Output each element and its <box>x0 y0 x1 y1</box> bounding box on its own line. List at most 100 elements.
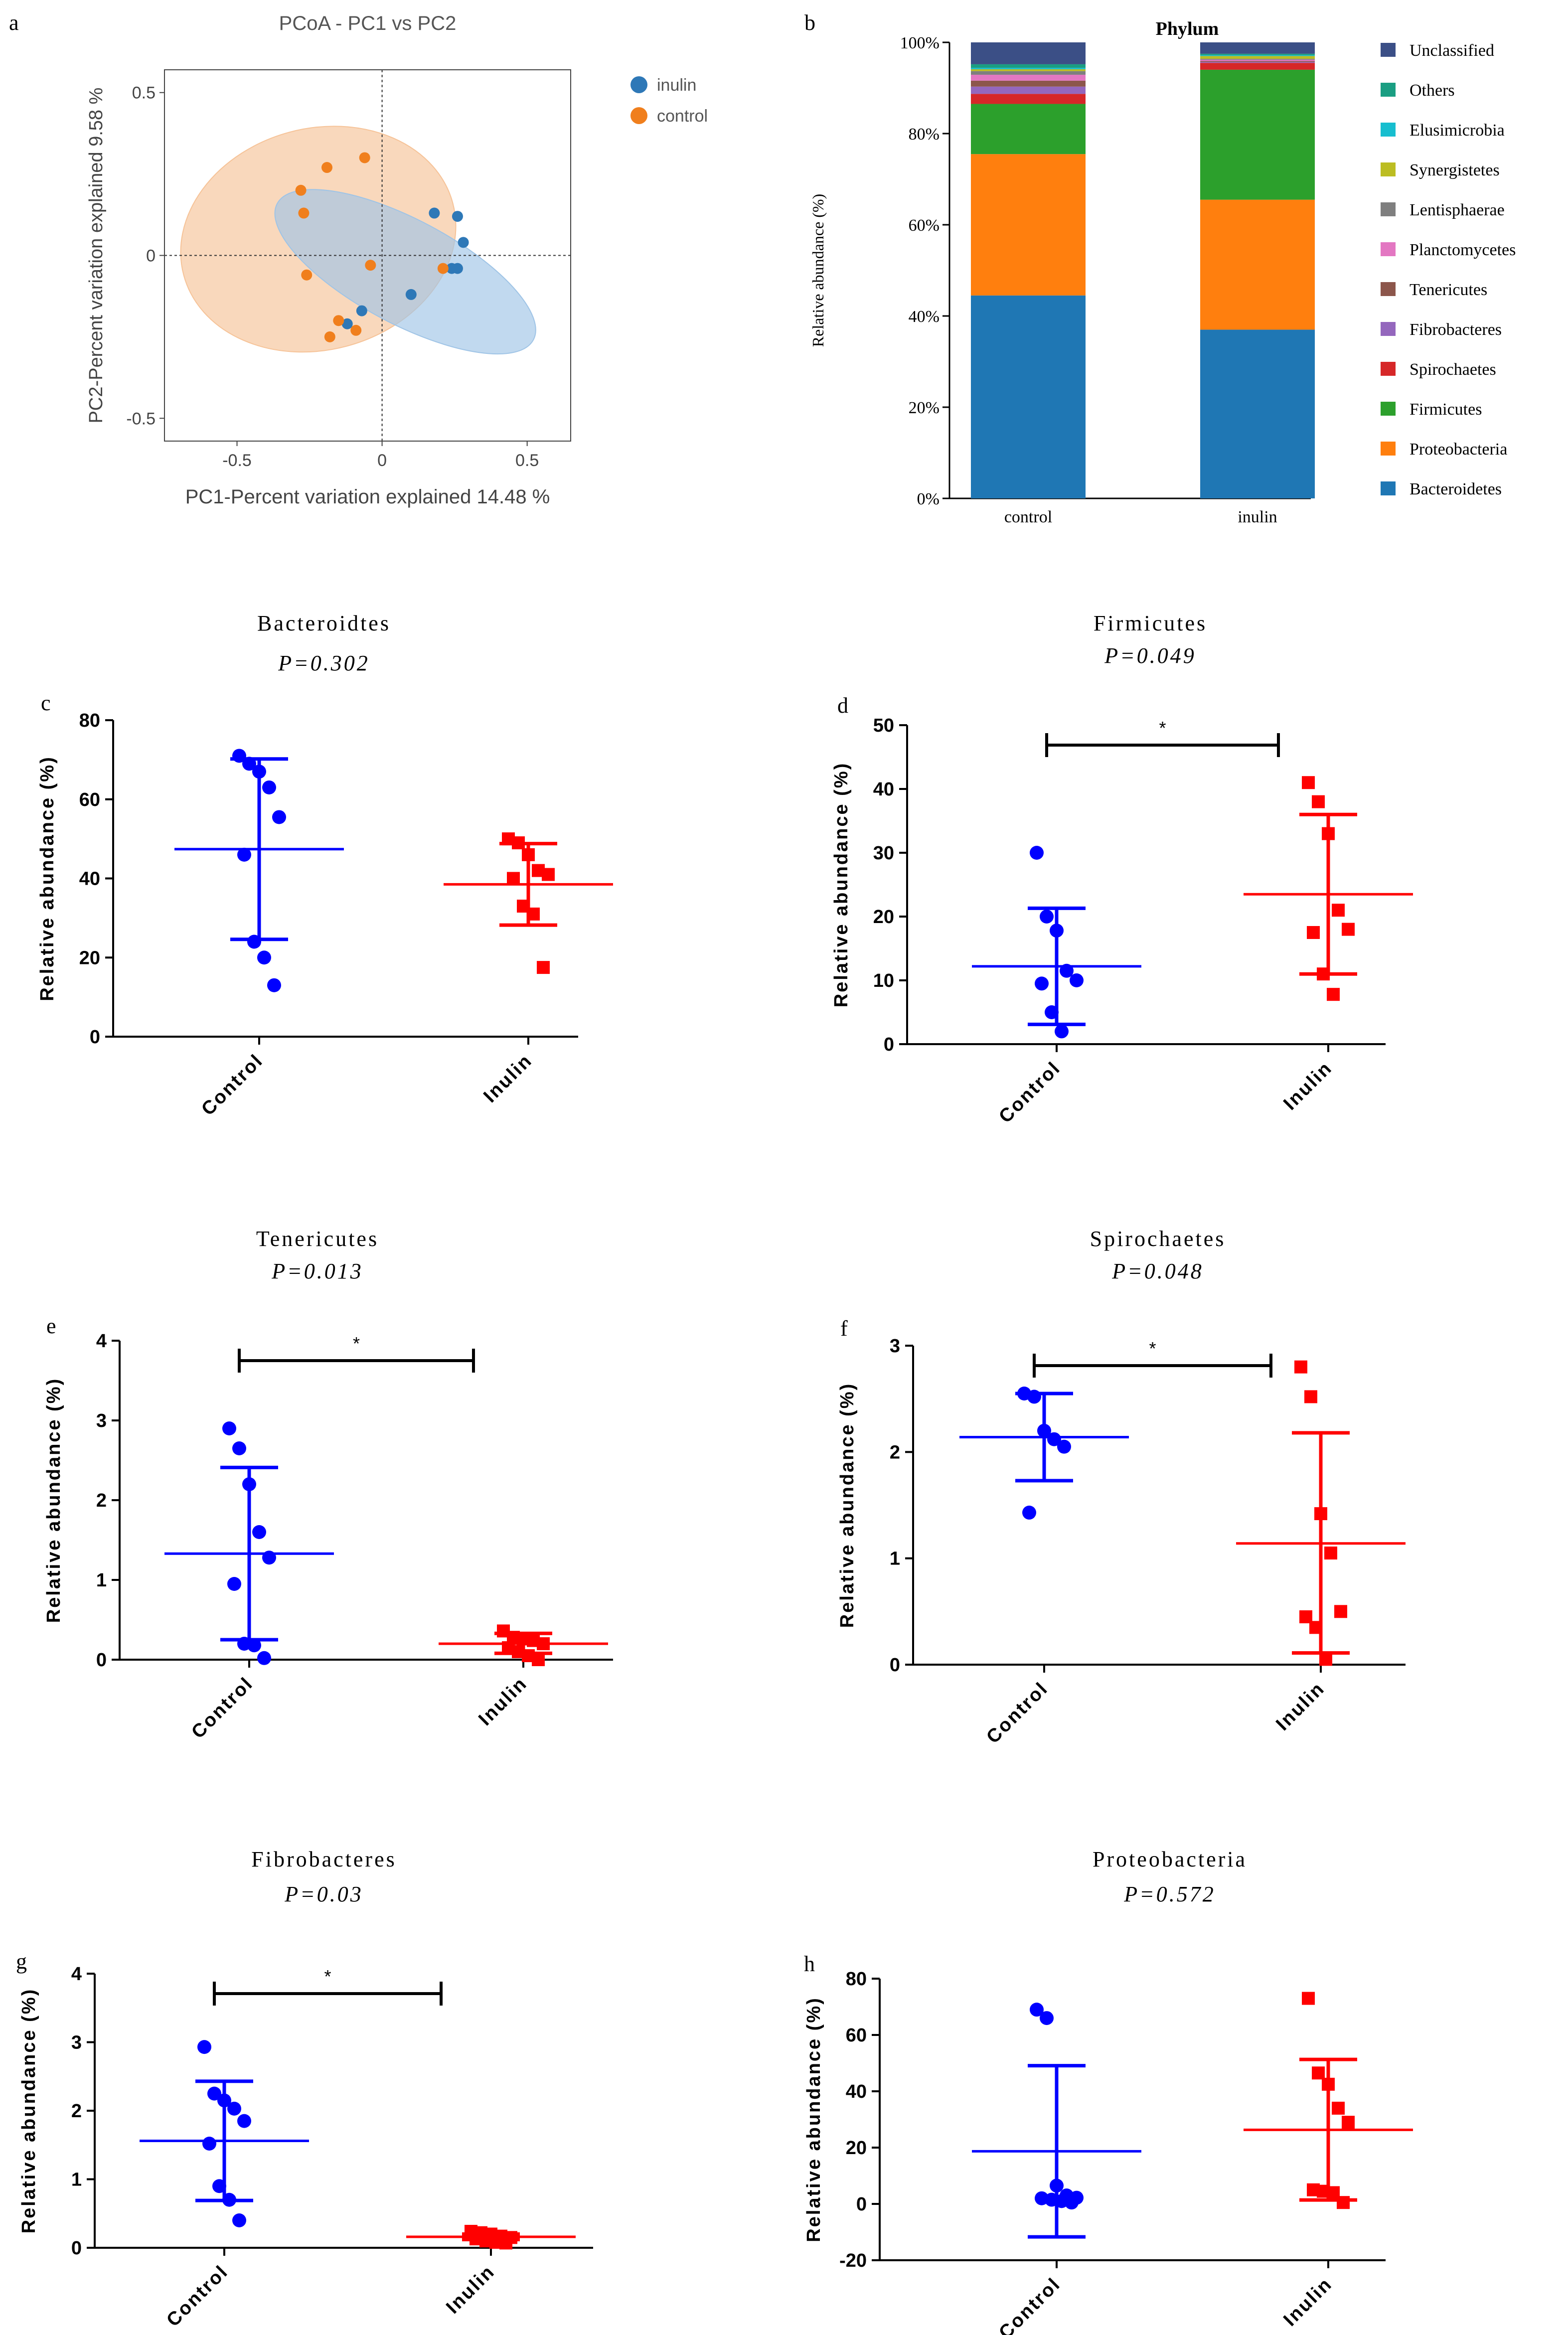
inulin-data-point <box>537 1637 550 1650</box>
control-data-point <box>202 2137 216 2151</box>
dotplot-pvalue: P=0.013 <box>271 1259 363 1283</box>
phylum-legend-label: Lentisphaerae <box>1410 201 1505 219</box>
dotplot-ytick-label: 40 <box>846 2081 867 2102</box>
phylum-category-label: inulin <box>1238 508 1277 526</box>
phylum-legend-swatch <box>1381 123 1396 137</box>
phylum-legend-label: Tenericutes <box>1410 281 1487 299</box>
phylum-ytick-label: 40% <box>909 308 940 326</box>
control-data-point <box>252 1525 266 1539</box>
inulin-data-point <box>1322 827 1335 840</box>
control-data-point <box>1060 963 1074 978</box>
control-data-point <box>197 2040 211 2054</box>
pcoa-title: PCoA - PC1 vs PC2 <box>279 12 457 34</box>
dotplot-ytick-label: 1 <box>71 2170 82 2190</box>
dotplot-category-label: Control <box>995 2274 1065 2335</box>
dotplot-e: Tenericutes P=0.013 0 1 2 3 4 Relative abundanc… <box>43 1227 613 1743</box>
dotplot-category-label: Inulin <box>479 1050 536 1107</box>
control-point <box>301 269 313 281</box>
dotplot-ytick-label: 0 <box>71 2238 82 2259</box>
control-legend-marker <box>630 107 647 124</box>
control-data-point <box>227 2101 241 2116</box>
panel-letter-b: b <box>804 10 815 35</box>
dotplot-ylabel: Relative abundance (%) <box>831 762 852 1008</box>
dotplot-ytick-label: 0 <box>856 2194 867 2215</box>
phylum-bar-control-tenericutes <box>971 80 1086 87</box>
dotplot-ytick-label: 3 <box>71 2032 82 2053</box>
dotplot-ytick-label: 20 <box>79 947 100 968</box>
dotplot-ylabel: Relative abundance (%) <box>43 1378 64 1623</box>
phylum-bar-control-firmicutes <box>971 104 1086 155</box>
control-data-point <box>1050 2179 1064 2193</box>
inulin-data-point <box>1314 1507 1327 1521</box>
phylum-legend-label: Others <box>1410 81 1455 100</box>
panel-letter-c: c <box>41 691 51 715</box>
dotplot-ytick-label: 60 <box>79 789 100 810</box>
dotplot-pvalue: P=0.048 <box>1111 1259 1204 1283</box>
dotplot-ytick-label: 4 <box>71 1964 82 1985</box>
phylum-bar-inulin-bacteroidetes <box>1200 329 1315 498</box>
dotplot-ytick-label: 0 <box>96 1650 107 1671</box>
control-legend-label: control <box>657 107 708 126</box>
pcoa-ytick-label: 0 <box>146 247 156 266</box>
control-data-point <box>1070 973 1084 987</box>
phylum-legend-swatch <box>1381 83 1396 97</box>
control-data-point <box>257 950 271 965</box>
control-data-point <box>237 2114 251 2128</box>
dotplot-ytick-label: 80 <box>846 1969 867 1990</box>
control-data-point <box>1045 1005 1059 1019</box>
inulin-point <box>429 207 440 219</box>
dotplot-category-label: Inulin <box>1279 2274 1336 2331</box>
control-point <box>295 184 307 196</box>
dotplot-ytick-label: 40 <box>873 779 894 800</box>
control-data-point <box>242 1477 256 1491</box>
control-data-point <box>1040 2011 1054 2025</box>
pcoa-xlabel: PC1-Percent variation explained 14.48 % <box>185 486 550 508</box>
inulin-data-point <box>532 1653 545 1666</box>
inulin-data-point <box>527 907 540 921</box>
dotplot-category-label: Control <box>982 1678 1052 1748</box>
control-data-point <box>1040 910 1054 924</box>
inulin-legend-marker <box>630 76 647 93</box>
control-data-point <box>1047 1432 1061 1446</box>
inulin-point <box>452 211 463 222</box>
dotplot-ytick-label: 20 <box>846 2138 867 2159</box>
control-data-point <box>217 2093 231 2108</box>
phylum-bar-control-others <box>971 64 1086 68</box>
dotplot-title: Proteobacteria <box>1093 1847 1247 1871</box>
pcoa-plot-area <box>164 70 571 441</box>
control-data-point <box>1050 924 1064 938</box>
phylum-ytick-label: 20% <box>909 399 940 417</box>
dotplot-title: Bacteroidtes <box>257 611 391 635</box>
control-data-point <box>232 1441 246 1455</box>
panel-letter-f: f <box>840 1316 848 1341</box>
inulin-data-point <box>542 868 555 881</box>
inulin-point <box>452 263 463 274</box>
phylum-category-label: control <box>1004 508 1052 526</box>
dotplot-ytick-label: 1 <box>890 1549 900 1569</box>
inulin-data-point <box>1312 795 1325 808</box>
phylum-ytick-label: 100% <box>900 34 940 52</box>
control-point <box>437 263 449 274</box>
phylum-ytick-label: 60% <box>909 216 940 235</box>
dotplot-category-label: Control <box>162 2261 232 2331</box>
dotplot-title: Spirochaetes <box>1090 1227 1226 1251</box>
phylum-ytick-label: 80% <box>909 125 940 144</box>
phylum-legend-label: Planctomycetes <box>1410 241 1516 259</box>
phylum-legend-swatch <box>1381 442 1396 456</box>
dotplot-category-label: Inulin <box>1279 1058 1336 1114</box>
panel-letter-h: h <box>804 1952 815 1976</box>
pcoa-xtick-label: 0.5 <box>515 451 539 470</box>
inulin-data-point <box>1309 1621 1322 1634</box>
phylum-legend-swatch <box>1381 202 1396 216</box>
inulin-data-point <box>1304 1390 1317 1403</box>
inulin-data-point <box>1294 1360 1307 1374</box>
dotplot-ytick-label: 2 <box>890 1442 900 1463</box>
phylum-legend-label: Unclassified <box>1410 41 1494 60</box>
dotplot-ylabel: Relative abundance (%) <box>803 1997 824 2242</box>
pcoa-ytick-label: 0.5 <box>132 84 156 103</box>
phylum-legend-swatch <box>1381 162 1396 176</box>
dotplot-title: Fibrobacteres <box>251 1847 396 1871</box>
control-data-point <box>232 2213 246 2227</box>
phylum-legend-label: Synergistetes <box>1410 161 1500 179</box>
dotplot-category-label: Inulin <box>1272 1678 1329 1735</box>
